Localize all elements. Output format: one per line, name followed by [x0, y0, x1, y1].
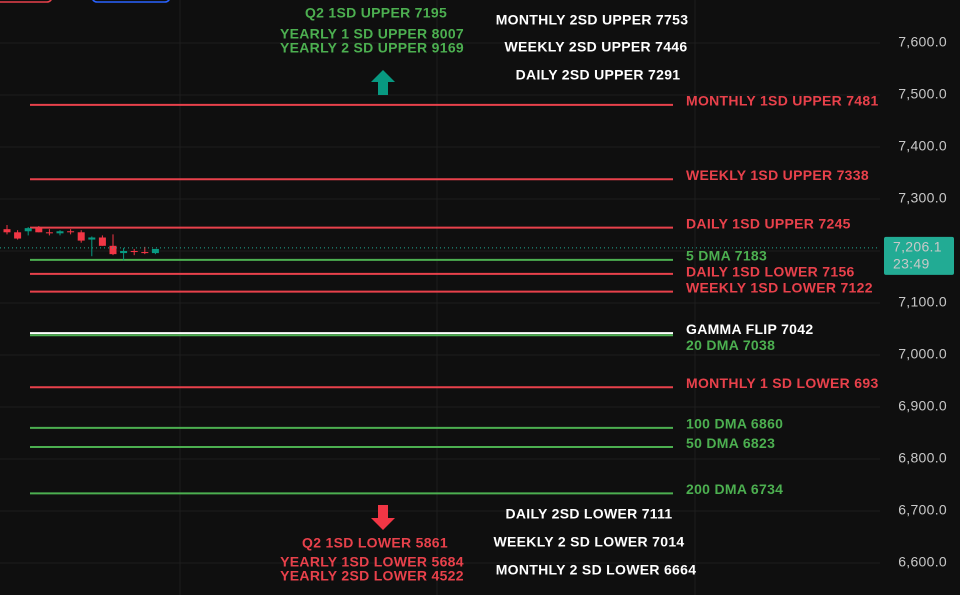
level-label: 100 DMA 6860	[686, 416, 783, 432]
candle-body	[130, 251, 138, 253]
level-label: GAMMA FLIP 7042	[686, 321, 813, 337]
level-label: 200 DMA 6734	[686, 481, 783, 497]
y-tick-label: 6,700.0	[898, 502, 947, 518]
level-label: WEEKLY 1SD UPPER 7338	[686, 167, 869, 183]
candle-body	[24, 228, 32, 232]
annotation: MONTHLY 2 SD LOWER 6664	[496, 562, 697, 578]
y-tick-label: 7,600.0	[898, 34, 947, 50]
annotation: DAILY 2SD UPPER 7291	[516, 67, 681, 83]
countdown-label: 23:49	[893, 256, 930, 272]
annotation: YEARLY 2 SD UPPER 9169	[280, 40, 464, 56]
candle-body	[56, 231, 64, 234]
annotation: Q2 1SD LOWER 5861	[302, 535, 448, 551]
toolbar-button[interactable]	[0, 0, 52, 3]
labels: MONTHLY 1SD UPPER 7481 WEEKLY 1SD UPPER 7…	[280, 5, 879, 584]
candle-body	[151, 248, 159, 254]
annotation: YEARLY 1SD LOWER 5684	[280, 554, 464, 570]
level-label: 5 DMA 7183	[686, 248, 767, 264]
annotation: YEARLY 1 SD UPPER 8007	[280, 26, 464, 42]
candle-body	[120, 251, 128, 254]
candle-body	[45, 232, 53, 234]
y-tick-label: 7,400.0	[898, 138, 947, 154]
last-price-tag	[884, 236, 954, 275]
annotation: WEEKLY 2 SD LOWER 7014	[494, 534, 685, 550]
toolbar-button[interactable]	[92, 0, 170, 3]
annotation: Q2 1SD UPPER 7195	[305, 5, 447, 21]
y-tick-label: 6,600.0	[898, 554, 947, 570]
grid	[0, 0, 880, 595]
level-label: MONTHLY 1SD UPPER 7481	[686, 93, 879, 109]
y-tick-label: 7,500.0	[898, 86, 947, 102]
y-tick-label: 7,300.0	[898, 190, 947, 206]
candle-body	[67, 231, 75, 233]
y-tick-label: 7,000.0	[898, 346, 947, 362]
candle-body	[77, 232, 85, 241]
plot	[0, 103, 880, 495]
level-label: DAILY 1SD LOWER 7156	[686, 264, 855, 280]
price-axis	[881, 0, 960, 595]
candle-body	[3, 229, 11, 233]
up-arrow	[371, 70, 395, 95]
annotation: WEEKLY 2SD UPPER 7446	[505, 39, 688, 55]
level-label: 50 DMA 6823	[686, 435, 775, 451]
last-price-label: 7,206.1	[893, 239, 942, 255]
candle-body	[109, 245, 117, 255]
candle-body	[88, 237, 96, 240]
candle-body	[98, 237, 106, 246]
candle-body	[141, 252, 149, 254]
y-tick-label: 6,900.0	[898, 398, 947, 414]
annotation: YEARLY 2SD LOWER 4522	[280, 568, 464, 584]
y-tick-label: 7,100.0	[898, 294, 947, 310]
annotation: MONTHLY 2SD UPPER 7753	[496, 12, 689, 28]
down-arrow	[371, 505, 395, 530]
y-tick-label: 6,800.0	[898, 450, 947, 466]
level-label: DAILY 1SD UPPER 7245	[686, 215, 851, 231]
level-label: 20 DMA 7038	[686, 337, 775, 353]
level-label: MONTHLY 1 SD LOWER 693	[686, 375, 879, 391]
candle-body	[14, 232, 22, 239]
axis: 7,600.07,500.07,400.07,300.07,200.07,100…	[884, 34, 954, 570]
level-label: WEEKLY 1SD LOWER 7122	[686, 280, 873, 296]
candle-body	[35, 228, 43, 233]
annotation: DAILY 2SD LOWER 7111	[505, 506, 672, 522]
